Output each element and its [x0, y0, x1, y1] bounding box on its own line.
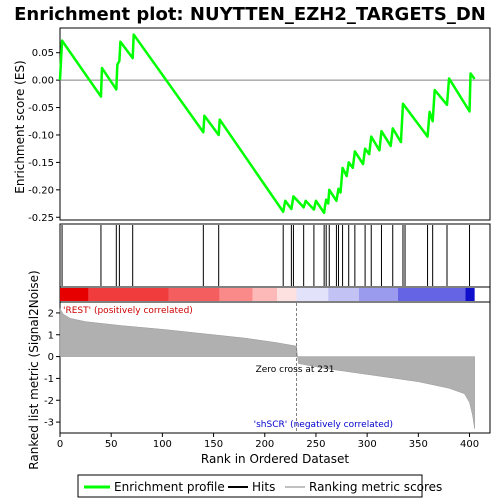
es-y-tick-label: -0.20 [28, 185, 54, 196]
hits-frame [59, 223, 491, 288]
x-tick-label: 150 [204, 439, 223, 450]
legend-box [77, 474, 423, 498]
x-tick-label: 200 [255, 439, 274, 450]
metric-y-tick-label: -1 [44, 374, 54, 385]
metric-y-tick-label: -2 [44, 396, 54, 407]
es-y-tick-label: -0.25 [28, 213, 54, 224]
shscr-label: 'shSCR' (negatively correlated) [254, 420, 393, 430]
es-line-layer [58, 33, 476, 215]
rankbar-segment [60, 288, 89, 301]
rankbar-layer [60, 288, 475, 301]
x-tick-label: 350 [409, 439, 428, 450]
metric-y-tick-label: 1 [48, 330, 54, 341]
es-y-axis: 0.05 0.00 -0.05 -0.10 -0.15 -0.20 -0.25 [28, 48, 60, 224]
x-axis: 0 50 100 150 200 250 300 350 400 [57, 433, 479, 450]
rankbar-segment [397, 288, 466, 301]
metric-y-axis-label: Ranked list metric (Signal2Noise) [27, 270, 41, 469]
rank-color-bar [59, 286, 491, 303]
x-tick-label: 400 [460, 439, 479, 450]
es-y-tick-label: -0.05 [28, 103, 54, 114]
legend-label-hits: Hits [252, 480, 275, 494]
series-enrichment-profile-line [58, 33, 476, 215]
rankbar-segment [358, 288, 398, 301]
rankbar-segment [168, 288, 220, 301]
hits-panel [59, 223, 491, 288]
metric-panel: 2 1 0 -1 -2 -3 'REST' (positively correlated)… [44, 301, 491, 434]
chart-title: Enrichment plot: NUYTTEN_EZH2_TARGETS_DN [14, 4, 486, 25]
es-y-tick-label: -0.10 [28, 130, 54, 141]
legend-label-ranking-metric: Ranking metric scores [309, 480, 442, 494]
rankbar-segment [465, 288, 475, 301]
zero-cross-label: Zero cross at 231 [256, 365, 335, 375]
rankbar-segment [296, 288, 329, 301]
metric-area [59, 307, 475, 429]
rest-label: 'REST' (positively correlated) [63, 306, 193, 316]
x-tick-label: 250 [306, 439, 325, 450]
rankbar-segment [252, 288, 278, 301]
x-axis-label: Rank in Ordered Dataset [201, 452, 349, 466]
metric-y-axis: 2 1 0 -1 -2 -3 [44, 308, 60, 429]
es-y-tick-label: 0.00 [32, 76, 54, 87]
x-tick-label: 300 [358, 439, 377, 450]
es-y-tick-label: 0.05 [32, 48, 54, 59]
rankbar-segment [328, 288, 359, 301]
x-tick-label: 50 [105, 439, 118, 450]
es-y-tick-label: -0.15 [28, 158, 54, 169]
metric-y-tick-label: -3 [44, 418, 54, 429]
rankbar-segment [277, 288, 297, 301]
metric-fill-layer [59, 307, 475, 429]
x-tick-label: 0 [57, 439, 63, 450]
legend-label-enrichment-profile: Enrichment profile [114, 480, 225, 494]
metric-y-tick-label: 2 [48, 308, 54, 319]
hits-layer [61, 225, 471, 286]
rankbar-segment [219, 288, 253, 301]
rankbar-segment [88, 288, 169, 301]
es-plot-frame [59, 27, 491, 221]
es-panel: 0.05 0.00 -0.05 -0.10 -0.15 -0.20 -0.25 [28, 27, 491, 224]
x-tick-label: 100 [153, 439, 172, 450]
metric-y-tick-label: 0 [48, 352, 54, 363]
legend: Enrichment profile Hits Ranking metric s… [77, 474, 442, 498]
es-y-axis-label: Enrichment score (ES) [13, 60, 27, 193]
